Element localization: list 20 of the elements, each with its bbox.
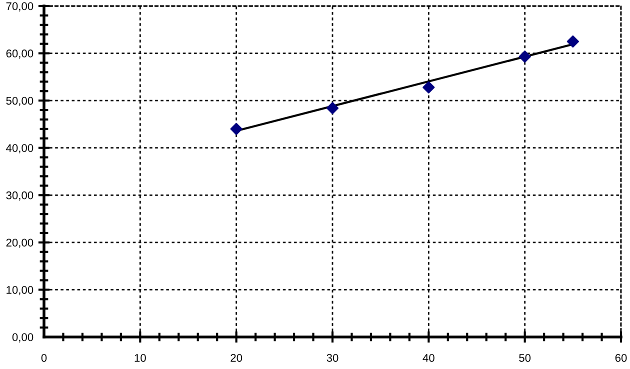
x-tick-label: 20	[230, 354, 242, 362]
y-tick-label: 20,00	[6, 238, 34, 248]
x-tick-label: 40	[422, 354, 434, 362]
y-tick-label: 70,00	[6, 2, 34, 12]
y-tick-label: 40,00	[6, 144, 34, 154]
y-tick-label: 50,00	[6, 96, 34, 106]
point	[230, 122, 242, 136]
point	[566, 35, 579, 48]
point	[518, 50, 531, 63]
y-tick-label: 60,00	[6, 50, 34, 59]
x-tick-label: 10	[134, 354, 146, 362]
x-tick-label: 60	[615, 354, 627, 362]
point	[326, 102, 339, 114]
x-tick-label: 50	[519, 354, 531, 362]
x-tick-label: 30	[326, 354, 338, 362]
y-tick-label: 10,00	[6, 286, 34, 296]
y-tick-label: 30,00	[6, 191, 34, 201]
y-tick-label: 0,00	[12, 333, 34, 342]
x-tick-label: 0	[41, 354, 47, 362]
point	[422, 81, 435, 94]
